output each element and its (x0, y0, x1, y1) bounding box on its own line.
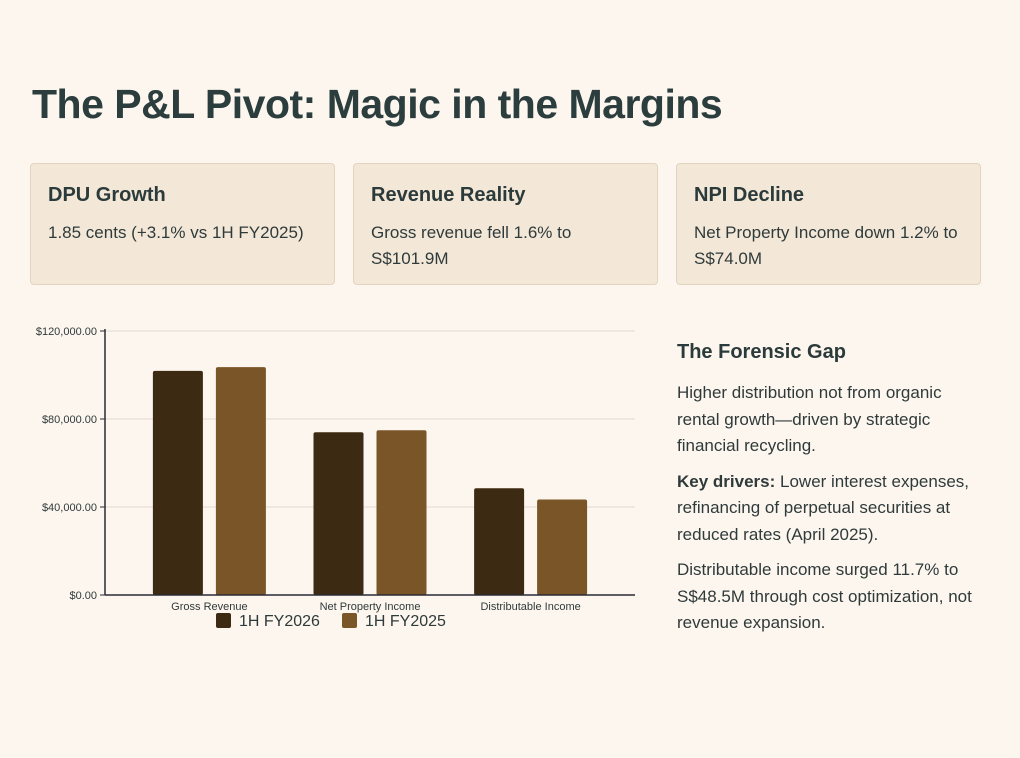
y-tick-label: $40,000.00 (42, 502, 97, 514)
legend-label: 1H FY2026 (239, 613, 320, 630)
sidebar-paragraph-2: Key drivers: Lower interest expenses, re… (677, 469, 987, 549)
sidebar-title: The Forensic Gap (677, 341, 846, 363)
y-tick-label: $80,000.00 (42, 414, 97, 426)
forensic-gap-panel: The Forensic Gap Higher distribution not… (677, 338, 987, 646)
bar (537, 499, 588, 595)
card-dpu-growth: DPU Growth 1.85 cents (+3.1% vs 1H FY202… (30, 163, 335, 285)
bars (152, 367, 588, 595)
legend-swatch (216, 613, 231, 628)
card-title: DPU Growth (48, 184, 166, 206)
card-title: Revenue Reality (371, 184, 526, 206)
card-revenue-reality: Revenue Reality Gross revenue fell 1.6% … (353, 163, 658, 285)
card-body: Gross revenue fell 1.6% to S$101.9M (371, 223, 572, 268)
y-tick-label: $120,000.00 (36, 326, 97, 338)
legend-swatch (342, 613, 357, 628)
card-body: Net Property Income down 1.2% to S$74.0M (694, 223, 958, 268)
labels: $0.00 $40,000.00 $80,000.00 $120,000.00 Gros… (36, 326, 581, 613)
legend-label: 1H FY2025 (365, 613, 446, 630)
key-drivers-text: Lower interest expenses, refinancing of … (677, 471, 969, 544)
axes (100, 329, 635, 596)
page-title: The P&L Pivot: Magic in the Margins (32, 81, 723, 127)
card-title: NPI Decline (694, 184, 805, 206)
sidebar-paragraph-1: Higher distribution not from organic ren… (677, 383, 942, 455)
bar (313, 432, 364, 595)
legend: 1H FY2026 1H FY2025 (216, 613, 446, 630)
key-drivers-label: Key drivers: (677, 471, 776, 491)
bar (474, 488, 525, 595)
bar (376, 430, 427, 595)
card-npi-decline: NPI Decline Net Property Income down 1.2… (676, 163, 981, 285)
x-tick-label: Net Property Income (320, 601, 421, 613)
card-body: 1.85 cents (+3.1% vs 1H FY2025) (48, 223, 304, 242)
x-tick-label: Gross Revenue (171, 601, 247, 613)
x-tick-label: Distributable Income (480, 601, 580, 613)
sidebar-paragraph-3: Distributable income surged 11.7% to S$4… (677, 560, 972, 632)
bar (152, 370, 203, 595)
y-tick-label: $0.00 (69, 590, 97, 602)
bar-chart: $0.00 $40,000.00 $80,000.00 $120,000.00 Gros… (36, 326, 635, 630)
bar (215, 367, 266, 595)
